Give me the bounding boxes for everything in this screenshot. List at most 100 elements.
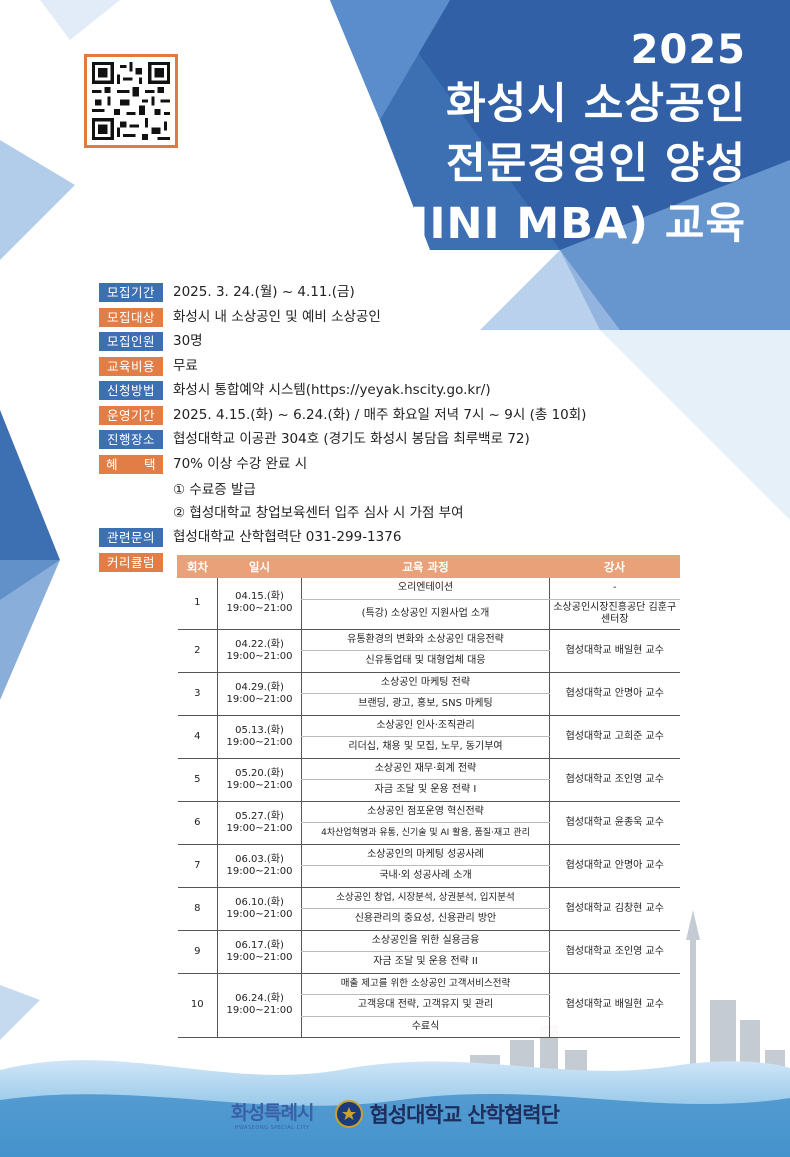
course-item: 4차산업혁명과 유통, 신기술 및 AI 활용, 품질·재고 관리	[301, 822, 550, 845]
session-time: 19:00~21:00	[226, 1005, 293, 1017]
table-row: 4차산업혁명과 유통, 신기술 및 AI 활용, 품질·재고 관리	[178, 822, 680, 845]
info-row-capacity: 모집인원 30명	[99, 332, 759, 357]
instructor: 협성대학교 조인영 교수	[549, 930, 680, 974]
info-row-apply: 신청방법 화성시 통합예약 시스템(https://yeyak.hscity.g…	[99, 381, 759, 406]
curriculum-table: 회차 일시 교육 과정 강사 1 04.15.(화) 19:00~21:00 오리…	[177, 555, 680, 1038]
title-line-2: 전문경영인 양성	[446, 139, 746, 189]
info-label: 진행장소	[99, 430, 163, 449]
session-no: 4	[177, 715, 218, 759]
column-header: 회차	[177, 555, 218, 578]
session-no: 2	[177, 629, 218, 673]
apply-link[interactable]: 화성시 통합예약 시스템(https://yeyak.hscity.go.kr/…	[173, 382, 491, 398]
session-datetime: 06.17.(화) 19:00~21:00	[217, 930, 302, 974]
session-time: 19:00~21:00	[226, 822, 293, 834]
info-value: 협성대학교 이공관 304호 (경기도 화성시 봉담읍 최루백로 72)	[173, 431, 530, 447]
benefit-item: ① 수료증 발급	[173, 482, 256, 498]
table-row: 9 06.17.(화) 19:00~21:00 소상공인을 위한 실용금융 협성대…	[177, 930, 680, 974]
info-label: 교육비용	[99, 356, 163, 376]
course-item: 고객응대 전략, 고객유지 및 관리	[301, 994, 550, 1017]
info-row-period: 모집기간 2025. 3. 24.(월) ~ 4.11.(금)	[99, 283, 759, 308]
session-time: 19:00~21:00	[226, 650, 293, 662]
info-label: 혜 택	[99, 454, 163, 474]
course-item: (특강) 소상공인 지원사업 소개	[301, 599, 550, 630]
course-item: 소상공인의 마케팅 성공사례	[301, 844, 550, 866]
column-header: 강사	[549, 555, 680, 578]
session-datetime: 04.29.(화) 19:00~21:00	[217, 672, 302, 716]
info-label: 운영기간	[99, 405, 163, 425]
session-time: 19:00~21:00	[226, 951, 293, 963]
info-row-schedule: 운영기간 2025. 4.15.(화) ~ 6.24.(화) / 매주 화요일 …	[99, 405, 759, 431]
session-time: 19:00~21:00	[226, 865, 293, 877]
session-time: 19:00~21:00	[226, 908, 293, 920]
info-value: 2025. 3. 24.(월) ~ 4.11.(금)	[173, 284, 355, 300]
info-list: 모집기간 2025. 3. 24.(월) ~ 4.11.(금) 모집대상 화성시…	[99, 283, 759, 577]
info-label: 모집인원	[99, 332, 163, 351]
course-item: 소상공인 마케팅 전략	[301, 672, 550, 694]
info-row-target: 모집대상 화성시 내 소상공인 및 예비 소상공인	[99, 307, 759, 333]
course-item: 브랜딩, 광고, 홍보, SNS 마케팅	[301, 693, 550, 716]
course-item: 신유통업태 및 대형업체 대응	[301, 650, 550, 673]
table-row: 국내·외 성공사례 소개	[178, 865, 680, 888]
session-time: 19:00~21:00	[226, 779, 293, 791]
title-line-1: 화성시 소상공인	[446, 79, 746, 129]
info-value: 무료	[173, 357, 198, 374]
column-header: 교육 과정	[301, 555, 550, 578]
session-date: 06.10.(화)	[235, 896, 284, 908]
table-row: 리더십, 채용 및 모집, 노무, 동기부여	[178, 736, 680, 759]
session-date: 04.29.(화)	[235, 681, 284, 693]
table-row: 수료식	[178, 1016, 680, 1038]
session-datetime: 05.20.(화) 19:00~21:00	[217, 758, 302, 802]
session-no: 10	[177, 973, 218, 1038]
benefit-item: ② 협성대학교 창업보육센터 입주 심사 시 가점 부여	[173, 505, 464, 521]
info-value: 70% 이상 수강 완료 시	[173, 455, 308, 472]
session-date: 05.20.(화)	[235, 767, 284, 779]
university-emblem-icon	[335, 1100, 364, 1128]
session-date: 04.22.(화)	[235, 638, 284, 650]
session-date: 06.03.(화)	[235, 853, 284, 865]
instructor: 협성대학교 조인영 교수	[549, 758, 680, 802]
session-no: 5	[177, 758, 218, 802]
course-item: 유통환경의 변화와 소상공인 대응전략	[301, 629, 550, 651]
city-logo-subtext: HWASEONG SPECIAL CITY	[234, 1124, 310, 1131]
table-row: 브랜딩, 광고, 홍보, SNS 마케팅	[178, 693, 680, 716]
course-item: 국내·외 성공사례 소개	[301, 865, 550, 888]
contact-value: 협성대학교 산학협력단 031-299-1376	[173, 529, 402, 545]
session-date: 05.27.(화)	[235, 810, 284, 822]
info-row-venue: 진행장소 협성대학교 이공관 304호 (경기도 화성시 봉담읍 최루백로 72…	[99, 430, 759, 455]
table-row: 10 06.24.(화) 19:00~21:00 매출 제고를 위한 소상공인 고…	[177, 973, 680, 1038]
session-date: 04.15.(화)	[235, 591, 284, 603]
instructor: 소상공인시장진흥공단 김훈구 센터장	[549, 599, 680, 630]
table-row: 고객응대 전략, 고객유지 및 관리	[178, 994, 680, 1017]
table-row: 4 05.13.(화) 19:00~21:00 소상공인 인사·조직관리 협성대학…	[177, 715, 680, 759]
course-item: 소상공인 점포운영 혁신전략	[301, 801, 550, 823]
session-datetime: 04.22.(화) 19:00~21:00	[217, 629, 302, 673]
session-datetime: 06.03.(화) 19:00~21:00	[217, 844, 302, 888]
info-row-benefit: 혜 택 70% 이상 수강 완료 시	[99, 454, 759, 480]
info-label: 관련문의	[99, 528, 163, 547]
course-item: 자금 조달 및 운용 전략 I	[301, 779, 550, 802]
course-item: 소상공인을 위한 실용금융	[301, 930, 550, 952]
session-datetime: 05.27.(화) 19:00~21:00	[217, 801, 302, 845]
instructor: 협성대학교 고희준 교수	[549, 715, 680, 759]
session-date: 06.24.(화)	[235, 993, 284, 1005]
info-label: 모집대상	[99, 307, 163, 327]
title-year: 2025	[630, 27, 746, 73]
qr-code[interactable]	[84, 54, 178, 148]
column-header: 일시	[217, 555, 302, 578]
table-row: 5 05.20.(화) 19:00~21:00 소상공인 재무·회계 전략 협성대…	[177, 758, 680, 802]
footer-logos: 화성특례시 HWASEONG SPECIAL CITY 협성대학교 산학협력단	[0, 1094, 790, 1134]
hwaseong-city-logo: 화성특례시 HWASEONG SPECIAL CITY	[231, 1098, 314, 1131]
table-row: 자금 조달 및 운용 전략 II	[178, 951, 680, 974]
course-item: 매출 제고를 위한 소상공인 고객서비스전략	[301, 973, 550, 995]
table-row: 자금 조달 및 운용 전략 I	[178, 779, 680, 802]
table-row: 6 05.27.(화) 19:00~21:00 소상공인 점포운영 혁신전략 협성…	[177, 801, 680, 845]
table-row: 8 06.10.(화) 19:00~21:00 소상공인 창업, 시장분석, 상권…	[177, 887, 680, 931]
table-row: (특강) 소상공인 지원사업 소개 소상공인시장진흥공단 김훈구 센터장	[178, 599, 680, 630]
table-row: 7 06.03.(화) 19:00~21:00 소상공인의 마케팅 성공사례 협성…	[177, 844, 680, 888]
info-label: 커리큘럼	[99, 552, 163, 572]
course-item: 소상공인 재무·회계 전략	[301, 758, 550, 780]
info-value: 2025. 4.15.(화) ~ 6.24.(화) / 매주 화요일 저녁 7시…	[173, 406, 587, 423]
table-row: 2 04.22.(화) 19:00~21:00 유통환경의 변화와 소상공인 대응…	[177, 629, 680, 673]
table-row: 1 04.15.(화) 19:00~21:00 오리엔테이션 -	[177, 577, 680, 630]
instructor: 협성대학교 윤종욱 교수	[549, 801, 680, 845]
